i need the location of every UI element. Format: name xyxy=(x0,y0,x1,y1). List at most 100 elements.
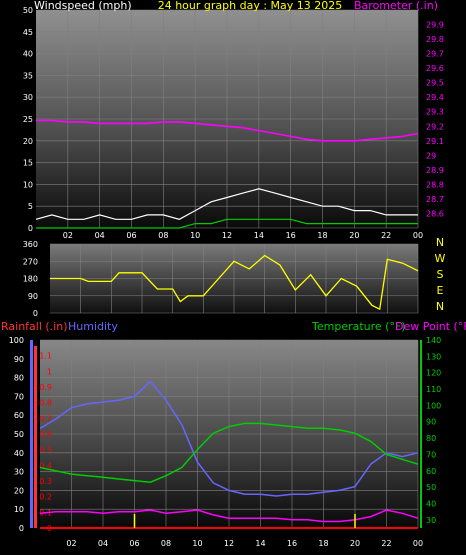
y-tick-temperature: 90 xyxy=(426,418,436,427)
y-tick-temperature: 100 xyxy=(426,401,441,410)
x-ticks-1: 02 04 06 08 10 12 14 16 18 20 22 00 xyxy=(63,231,423,240)
y-tick-barometer: 29.1 xyxy=(426,137,444,146)
series-line xyxy=(50,254,419,311)
y-tick-windspeed: 45 xyxy=(23,28,33,37)
y-tick-temperature: 40 xyxy=(426,499,436,508)
y-tick-rainfall: 0.5 xyxy=(39,446,52,455)
x-tick: 20 xyxy=(349,231,359,240)
x-tick: 16 xyxy=(286,231,296,240)
ylabel-temperature: Temperature (°F) xyxy=(311,320,406,333)
x-tick: 06 xyxy=(126,231,136,240)
x-tick: 00 xyxy=(413,539,423,548)
y-tick-humidity: 50 xyxy=(14,430,24,439)
x-tick: 14 xyxy=(254,231,264,240)
x-tick: 14 xyxy=(255,539,265,548)
x-tick: 12 xyxy=(222,231,232,240)
compass-label: E xyxy=(437,284,444,297)
x-tick: 18 xyxy=(317,231,327,240)
y-tick-humidity: 10 xyxy=(14,505,24,514)
compass-label: N xyxy=(436,300,444,313)
series-2 xyxy=(50,254,419,311)
compass-label: W xyxy=(435,252,446,265)
y-tick-barometer: 29.5 xyxy=(426,79,444,88)
y-tick-rainfall: 0.9 xyxy=(39,383,52,392)
grid-1 xyxy=(36,9,419,229)
y-tick-barometer: 28.6 xyxy=(426,209,444,218)
temperature-axis-bar xyxy=(420,340,422,528)
x-tick: 04 xyxy=(95,231,105,240)
y-tick-direction: 90 xyxy=(28,292,38,301)
y-tick-windspeed: 25 xyxy=(23,115,33,124)
y-ticks-direction: 0 90 180 270 360 xyxy=(23,240,38,318)
y-tick-windspeed: 50 xyxy=(23,6,33,15)
y-tick-barometer: 29.2 xyxy=(426,122,444,131)
y-tick-humidity: 100 xyxy=(9,336,24,345)
x-tick: 18 xyxy=(318,539,328,548)
y-tick-rainfall: 0.7 xyxy=(39,414,52,423)
series-line xyxy=(36,119,419,142)
series-line xyxy=(39,422,419,483)
y-tick-temperature: 80 xyxy=(426,434,436,443)
y-tick-barometer: 28.8 xyxy=(426,180,444,189)
y-tick-rainfall: 0.3 xyxy=(39,477,52,486)
y-tick-humidity: 90 xyxy=(14,355,24,364)
y-tick-humidity: 20 xyxy=(14,486,24,495)
y-tick-rainfall: 1 xyxy=(47,367,52,376)
y-tick-temperature: 110 xyxy=(426,385,441,394)
ylabel-windspeed: Windspeed (mph) xyxy=(34,0,132,12)
y-tick-rainfall: 0.8 xyxy=(39,399,52,408)
rainfall-axis-bar xyxy=(34,346,37,528)
x-tick: 22 xyxy=(381,231,391,240)
series-line xyxy=(35,188,418,220)
y-tick-direction: 0 xyxy=(33,309,38,318)
series-3 xyxy=(39,380,419,529)
y-tick-windspeed: 20 xyxy=(23,137,33,146)
panel-rain-humidity-temp: Rainfall (.in) Humidity Temperature (°F)… xyxy=(1,320,466,548)
x-tick: 12 xyxy=(224,539,234,548)
series-1 xyxy=(35,119,419,229)
y-tick-barometer: 29.7 xyxy=(426,50,444,59)
y-tick-temperature: 30 xyxy=(426,516,436,525)
ylabel-dewpoint: Dew Point (°F) xyxy=(395,320,466,333)
x-tick: 20 xyxy=(350,539,360,548)
y-tick-rainfall: 1.1 xyxy=(39,352,52,361)
y-tick-humidity: 70 xyxy=(14,392,24,401)
y-tick-windspeed: 35 xyxy=(23,71,33,80)
x-tick: 22 xyxy=(381,539,391,548)
y-tick-windspeed: 0 xyxy=(28,224,33,233)
y-tick-windspeed: 40 xyxy=(23,50,33,59)
y-ticks-temperature: 30 40 50 60 70 80 90 100 110 120 130 140 xyxy=(426,336,441,525)
x-tick: 10 xyxy=(192,539,202,548)
y-tick-windspeed: 30 xyxy=(23,93,33,102)
ylabel-barometer: Barometer (.in) xyxy=(354,0,438,12)
panel-wind-barometer: Windspeed (mph) 24 hour graph day : May … xyxy=(23,0,444,240)
grid-3 xyxy=(40,339,419,529)
x-tick: 16 xyxy=(287,539,297,548)
x-tick: 04 xyxy=(98,539,108,548)
y-tick-humidity: 30 xyxy=(14,468,24,477)
series-line xyxy=(39,380,419,497)
y-tick-barometer: 29.3 xyxy=(426,108,444,117)
y-tick-temperature: 120 xyxy=(426,369,441,378)
y-tick-direction: 360 xyxy=(23,240,38,249)
x-tick: 00 xyxy=(413,231,423,240)
grid-2 xyxy=(50,243,419,314)
ylabel-rainfall: Rainfall (.in) xyxy=(1,320,68,333)
y-tick-temperature: 70 xyxy=(426,450,436,459)
ylabel-humidity: Humidity xyxy=(68,320,118,333)
chart-title: 24 hour graph day : May 13 2025 xyxy=(158,0,343,12)
compass-label: S xyxy=(437,268,444,281)
y-ticks-humidity: 0 10 20 30 40 50 60 70 80 90 100 xyxy=(9,336,24,533)
y-tick-temperature: 140 xyxy=(426,336,441,345)
y-tick-rainfall: 0.2 xyxy=(39,493,52,502)
y-tick-humidity: 0 xyxy=(19,524,24,533)
x-tick: 06 xyxy=(129,539,139,548)
y-tick-temperature: 60 xyxy=(426,467,436,476)
x-tick: 08 xyxy=(161,539,171,548)
y-tick-rainfall: 0.4 xyxy=(39,461,52,470)
y-tick-barometer: 29.6 xyxy=(426,64,444,73)
y-tick-direction: 270 xyxy=(23,257,38,266)
